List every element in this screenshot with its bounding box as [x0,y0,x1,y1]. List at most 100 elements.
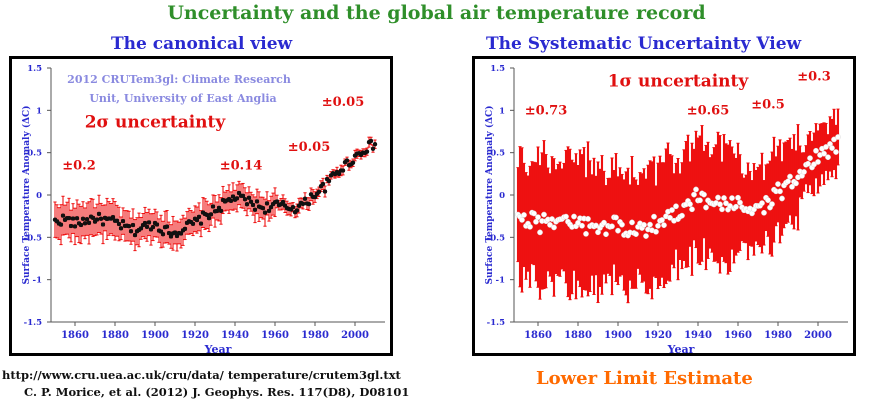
data-point [350,160,356,165]
data-point [647,221,653,228]
data-point [735,194,741,201]
data-point [150,224,156,230]
x-tick-label: 1920 [644,330,672,341]
x-axis-label: Year [667,343,695,356]
data-point [110,214,116,220]
data-point [519,217,525,223]
x-tick-label: 1920 [181,330,209,341]
data-point [571,213,577,220]
data-point [813,147,819,154]
data-point [613,214,619,221]
data-point [785,178,791,185]
y-tick-label: -1.5 [24,318,42,328]
y-tick-label: -0.5 [24,233,42,243]
data-point [372,141,378,147]
data-point [98,216,104,221]
data-point [146,220,152,225]
data-point [116,221,122,227]
data-point [78,222,84,228]
chart-annotation: ±0.73 [525,104,568,119]
data-point [84,216,90,222]
data-point [653,228,659,235]
y-tick-label: 0.5 [490,149,505,159]
x-tick-label: 1900 [141,330,169,341]
data-point [715,194,721,201]
chart-annotation: Unit, University of East Anglia [89,92,276,105]
data-points [52,138,378,239]
data-point [300,201,306,207]
data-point [370,146,376,152]
data-point [264,201,270,206]
x-tick-label: 1860 [61,330,89,341]
data-point [805,160,811,167]
data-point [262,210,268,215]
chart-annotation: ±0.14 [220,159,263,174]
left-chart-title: The canonical view [111,34,293,54]
data-point [144,224,150,230]
data-point [274,199,280,204]
data-point [833,149,839,155]
data-point [254,199,260,204]
data-point [58,222,64,227]
x-tick-label: 2000 [341,330,369,341]
canonical-view-chart: -1.5 -1 -0.5 0 0.5 1 1.5 1860 1880 1900 1920 1940 19… [9,56,393,356]
data-point [829,145,835,151]
data-point [138,226,144,231]
data-point [142,220,148,226]
data-point [835,134,841,140]
data-point [789,183,795,190]
data-point [72,224,78,229]
data-point [128,228,134,234]
data-point [80,216,86,222]
data-point [344,158,350,163]
data-point [651,213,657,220]
data-point [242,196,248,202]
data-point [821,150,827,157]
data-point [240,193,246,199]
data-point [316,189,322,195]
data-point [126,223,132,229]
data-point [691,191,697,198]
data-point [60,213,66,218]
citation: C. P. Morice, et al. (2012) J. Geophys. … [24,385,410,399]
data-point [693,186,699,193]
y-tick-label: 0 [36,191,42,201]
data-point [823,144,829,150]
data-point [719,206,725,213]
data-point [234,196,240,201]
data-point [659,217,665,223]
data-point [244,201,250,207]
data-point [132,232,138,238]
data-point [114,218,120,224]
data-point [551,224,557,231]
x-tick-label: 1980 [764,330,792,341]
data-point [723,200,729,207]
x-tick-label: 2000 [804,330,832,341]
y-tick-label: -1 [33,276,43,286]
data-point [629,219,635,226]
data-point [210,204,216,209]
data-point [583,231,589,237]
data-point [537,229,543,236]
chart-annotation: ±0.05 [322,95,365,110]
data-point [521,212,527,218]
y-tick-label: 1.5 [490,64,505,74]
data-point [70,216,76,221]
chart-annotation: ±0.05 [288,140,331,155]
x-tick-label: 1960 [261,330,289,341]
data-point [815,159,821,165]
y-axis-label: Surface Temperature Anomaly (ΔC) [21,106,32,285]
data-point [168,234,174,239]
data-point [208,212,214,217]
data-point [206,215,212,221]
data-point [547,222,553,228]
data-point [82,221,88,226]
y-tick-label: -1 [496,276,506,286]
data-point [703,204,709,211]
data-point [266,208,272,214]
data-point [615,227,621,234]
data-point [164,224,170,229]
data-point [326,178,332,184]
data-point [579,222,585,229]
data-point [74,216,80,221]
